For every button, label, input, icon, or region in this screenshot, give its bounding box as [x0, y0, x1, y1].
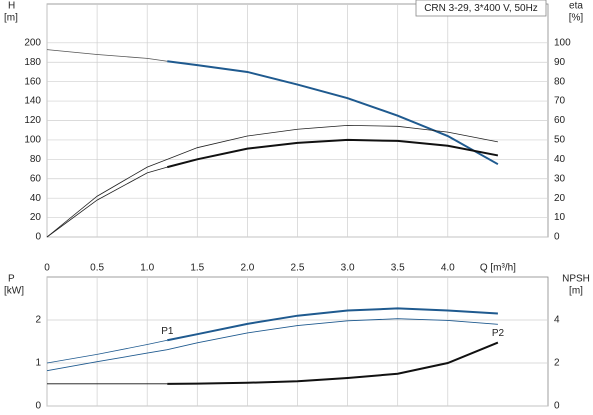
y-tick-label: 60: [30, 173, 42, 184]
curve-label: P1: [161, 326, 174, 337]
y-tick-label: 200: [24, 37, 41, 48]
curve: [167, 60, 499, 166]
y-axis-label: H: [8, 1, 15, 12]
x-axis-label: Q [m³/h]: [480, 263, 516, 274]
curve: [167, 341, 499, 385]
x-tick-label: 1.5: [190, 263, 204, 274]
y2-tick-label: 0: [554, 232, 560, 243]
x-tick-label: 4.0: [441, 263, 455, 274]
y-axis-unit: [m]: [4, 13, 18, 24]
y2-tick-label: 30: [554, 173, 566, 184]
x-tick-label: 2.5: [291, 263, 305, 274]
curve: [46, 339, 168, 364]
x-tick-label: 3.0: [341, 263, 355, 274]
y-tick-label: 100: [24, 135, 41, 146]
y2-axis-label: eta: [569, 1, 583, 12]
y2-axis-unit: [%]: [569, 13, 584, 24]
curve-label: P2: [492, 328, 505, 339]
x-tick-label: 0.5: [90, 263, 104, 274]
y2-tick-label: 10: [554, 212, 566, 223]
y2-tick-label: 70: [554, 96, 566, 107]
y-tick-label: 180: [24, 57, 41, 68]
y-tick-label: 40: [30, 193, 42, 204]
y2-tick-label: 100: [554, 37, 571, 48]
y2-tick-label: 0: [554, 401, 560, 412]
y2-tick-label: 4: [554, 315, 560, 326]
y-tick-label: 160: [24, 76, 41, 87]
y2-tick-label: 20: [554, 193, 566, 204]
curve: [167, 307, 498, 342]
y-tick-label: 0: [35, 232, 41, 243]
y2-axis-label: NPSH: [562, 274, 590, 285]
x-tick-label: 2.0: [240, 263, 254, 274]
y2-tick-label: 80: [554, 76, 566, 87]
y-tick-label: 120: [24, 115, 41, 126]
y-tick-label: 20: [30, 212, 42, 223]
y2-tick-label: 60: [554, 115, 566, 126]
title-box: [415, 0, 547, 17]
y-tick-label: 1: [35, 358, 41, 369]
curve: [46, 318, 498, 372]
curve: [46, 124, 498, 238]
y2-tick-label: 90: [554, 57, 566, 68]
chart-title: CRN 3-29, 3*400 V, 50Hz: [424, 3, 538, 14]
curve: [166, 138, 499, 169]
y-tick-label: 0: [35, 401, 41, 412]
y-tick-label: 80: [30, 154, 42, 165]
curve: [46, 49, 168, 62]
y-axis-unit: [kW]: [4, 286, 24, 297]
y-tick-label: 140: [24, 96, 41, 107]
y-axis-label: P: [8, 274, 15, 285]
y2-tick-label: 40: [554, 154, 566, 165]
x-tick-label: 3.5: [391, 263, 405, 274]
y2-tick-label: 2: [554, 358, 560, 369]
y2-tick-label: 50: [554, 135, 566, 146]
y2-axis-unit: [m]: [569, 286, 583, 297]
y-tick-label: 2: [35, 315, 41, 326]
x-tick-label: 1.0: [140, 263, 154, 274]
curve: [46, 166, 168, 238]
x-tick-label: 0: [44, 263, 50, 274]
